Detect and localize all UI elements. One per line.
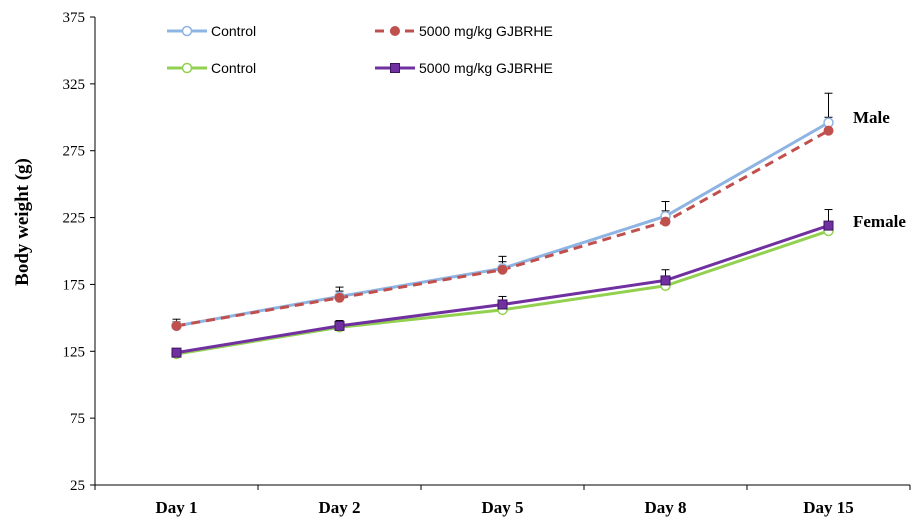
y-tick-labels: 25 75 125 175 225 275 325 375 (63, 10, 86, 494)
legend-swatch-marker (390, 63, 400, 73)
legend-item: 5000 mg/kg GJBRHE (375, 60, 553, 76)
legend-label: Control (211, 23, 256, 39)
data-point (334, 292, 345, 303)
x-tick-label: Day 1 (155, 498, 197, 517)
x-tick-label: Day 8 (644, 498, 686, 517)
y-tick-label: 25 (70, 478, 85, 494)
data-point (334, 320, 345, 331)
y-tick-label: 175 (63, 277, 86, 293)
data-point (660, 216, 671, 227)
data-point (171, 320, 182, 331)
data-point (823, 125, 834, 136)
legend-label: Control (211, 60, 256, 76)
y-tick-label: 125 (63, 344, 86, 360)
series-line (176, 121, 830, 328)
series-lines (176, 121, 830, 356)
annotation-male: Male (853, 108, 890, 127)
y-tick-label: 325 (63, 77, 86, 93)
legend-swatch-marker (181, 62, 193, 74)
legend-item: Control (167, 60, 256, 76)
x-tick-labels: Day 1 Day 2 Day 5 Day 8 Day 15 (155, 498, 853, 517)
data-point (823, 220, 834, 231)
legend-swatch-marker (181, 25, 193, 37)
legend-label: 5000 mg/kg GJBRHE (419, 23, 553, 39)
y-axis-label: Body weight (g) (12, 158, 33, 286)
legend-item: Control (167, 23, 256, 39)
axes (90, 16, 911, 490)
series-markers (171, 117, 834, 360)
x-tick-label: Day 2 (318, 498, 360, 517)
legend-swatch-marker (390, 26, 400, 36)
y-tick-label: 375 (63, 10, 86, 26)
y-tick-label: 75 (70, 411, 85, 427)
series-line (176, 224, 829, 355)
data-point (497, 264, 508, 275)
y-tick-label: 225 (63, 211, 86, 227)
x-tick-label: Day 15 (803, 498, 854, 517)
data-point (497, 299, 508, 310)
x-tick-label: Day 5 (481, 498, 523, 517)
legend-label: 5000 mg/kg GJBRHE (419, 60, 553, 76)
legend-item: 5000 mg/kg GJBRHE (375, 23, 553, 39)
legend: Control 5000 mg/kg GJBRHE Control 5000 mg/k… (167, 23, 553, 76)
data-point (660, 275, 671, 286)
data-point (171, 347, 182, 358)
y-tick-label: 275 (63, 144, 86, 160)
annotation-female: Female (853, 212, 906, 231)
